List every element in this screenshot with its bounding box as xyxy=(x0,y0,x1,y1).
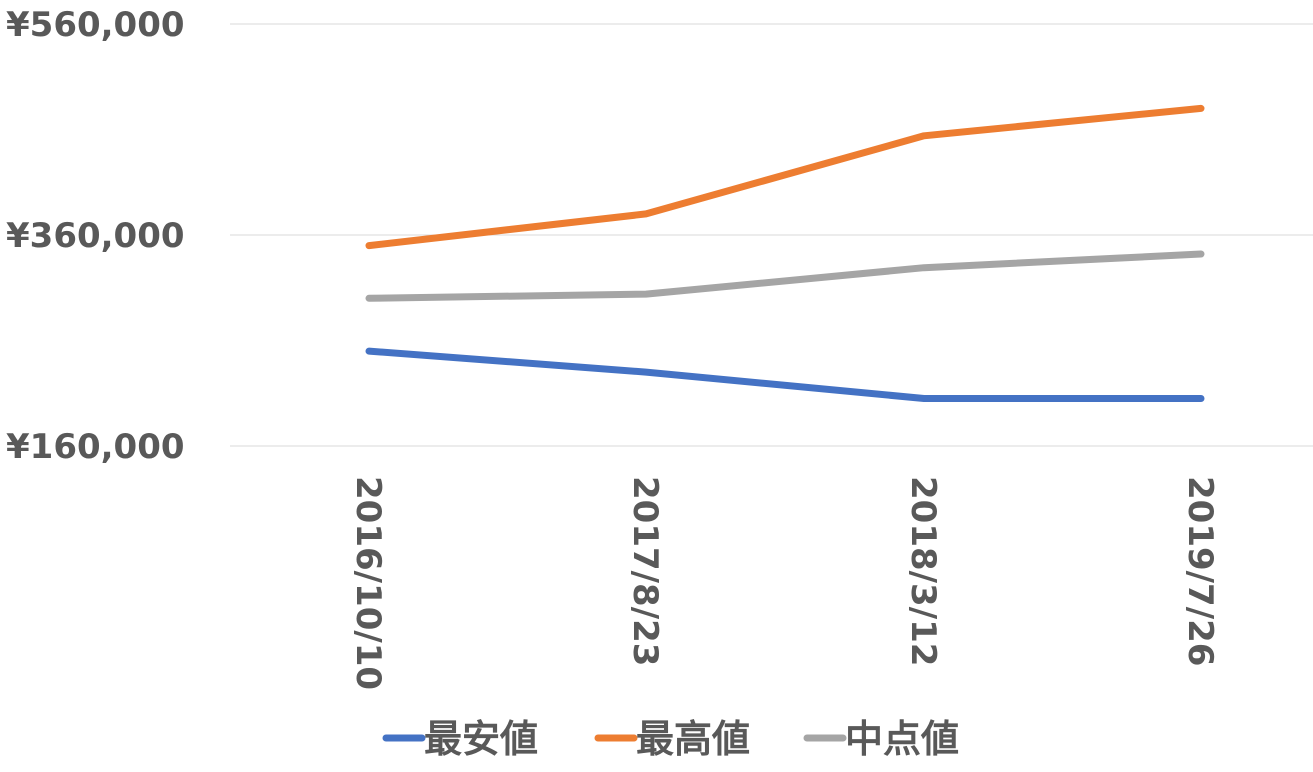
x-tick-label: 2016/10/10 xyxy=(348,476,388,690)
legend: 最安値 最高値 中点値 xyxy=(382,717,959,761)
series-line-2 xyxy=(365,250,1205,302)
legend-label: 中点値 xyxy=(845,717,959,761)
legend-label: 最安値 xyxy=(424,717,538,761)
y-tick-label: ¥160,000 xyxy=(6,427,185,467)
series-lines xyxy=(365,104,1205,402)
series-line-1 xyxy=(365,104,1205,250)
y-tick-label: ¥560,000 xyxy=(6,5,185,45)
x-tick-label: 2019/7/26 xyxy=(1180,476,1220,666)
x-tick-label: 2018/3/12 xyxy=(903,476,943,666)
x-tick-label: 2017/8/23 xyxy=(625,476,665,666)
x-axis-ticks: 2016/10/10 2017/8/23 2018/3/12 2019/7/26 xyxy=(348,476,1220,690)
series-line-0 xyxy=(365,347,1205,402)
gridlines xyxy=(230,23,1313,447)
y-tick-label: ¥360,000 xyxy=(6,216,185,256)
legend-label: 最高値 xyxy=(636,717,750,761)
y-axis-ticks: ¥160,000 ¥360,000 ¥560,000 xyxy=(6,5,185,467)
